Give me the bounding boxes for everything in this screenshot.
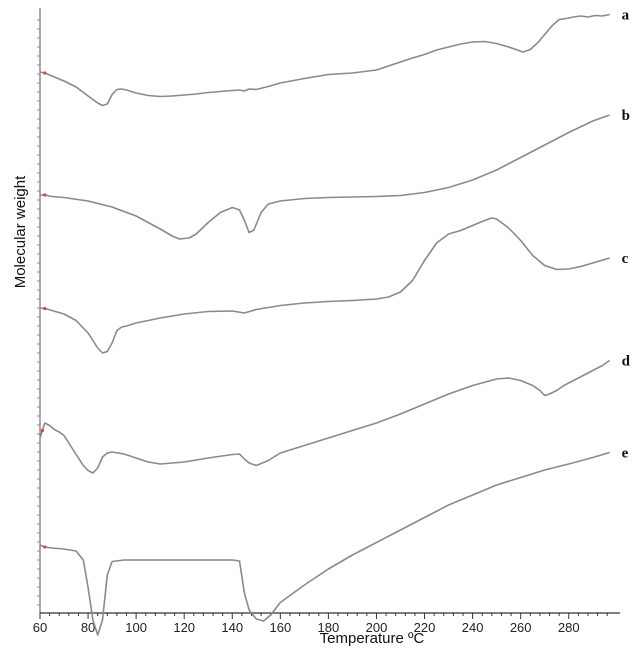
series-start-marker <box>43 545 47 549</box>
series-line-e <box>39 451 610 636</box>
x-tick-label: 120 <box>173 620 195 635</box>
x-tick-label: 140 <box>221 620 243 635</box>
x-axis-title: Temperature ºC <box>320 630 425 647</box>
series-label-e: e <box>622 446 629 462</box>
series-start-marker <box>43 193 47 197</box>
x-tick-label: 180 <box>318 620 340 635</box>
y-axis-title: Molecular weight <box>12 175 29 288</box>
series-label-c: c <box>622 251 629 267</box>
x-tick-label: 80 <box>81 620 95 635</box>
x-tick-label: 100 <box>125 620 147 635</box>
series-label-b: b <box>622 108 630 124</box>
series-line-d <box>39 359 611 474</box>
x-tick-label: 60 <box>33 620 47 635</box>
x-tick-label: 220 <box>414 620 436 635</box>
series-line-b <box>40 114 610 240</box>
x-tick-label: 200 <box>366 620 388 635</box>
x-tick-label: 240 <box>462 620 484 635</box>
series-label-a: a <box>622 8 630 24</box>
series-label-d: d <box>622 354 631 370</box>
series-start-marker <box>40 428 45 433</box>
series-start-marker <box>43 71 47 75</box>
x-tick-label: 260 <box>510 620 532 635</box>
x-tick-label: 160 <box>269 620 291 635</box>
series-start-marker <box>43 306 47 311</box>
x-tick-label: 280 <box>558 620 580 635</box>
series-line-a <box>39 13 610 107</box>
series-line-c <box>39 217 610 354</box>
